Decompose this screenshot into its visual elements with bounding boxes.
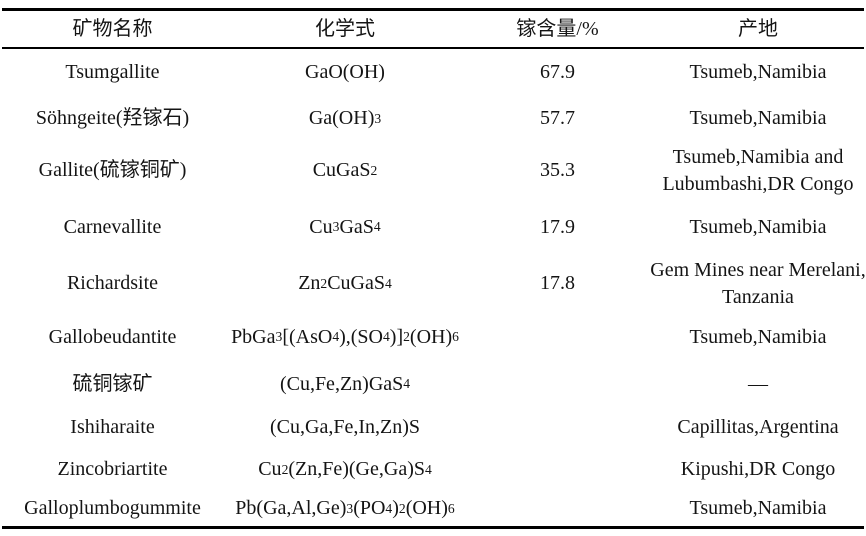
formula-cell: Zn 2 CuGaS 4 <box>298 272 392 294</box>
ga-content-cell <box>465 362 650 406</box>
table-header-row: 矿物名称 化学式 镓含量/% 产地 <box>0 11 866 47</box>
formula-cell: Pb(Ga,Al,Ge) 3 (PO 4) 2 (OH) 6 <box>235 497 455 519</box>
col-header-locality: 产地 <box>738 17 778 40</box>
locality-cell: Tsumeb,Namibia <box>689 60 827 83</box>
table-row: Galloplumbogummite Pb(Ga,Al,Ge) 3 (PO 4) 2 (O… <box>0 491 866 526</box>
ga-content-cell <box>465 406 650 448</box>
formula-cell: Ga(OH) 3 <box>308 107 382 129</box>
ga-content-cell <box>465 448 650 491</box>
mineral-name-cell: Carnevallite <box>63 215 162 238</box>
locality-cell: Tsumeb,Namibia and Lubumbashi,DR Congo <box>662 145 854 195</box>
col-header-mineral-name: 矿物名称 <box>72 17 153 40</box>
header-rule <box>2 47 864 49</box>
ga-content-cell: 57.7 <box>540 107 575 129</box>
table-row: Carnevallite Cu 3 GaS 4 17.9 Tsumeb,Namibia <box>0 199 866 255</box>
formula-cell: CuGaS 2 <box>312 159 378 181</box>
ga-content-cell <box>465 312 650 362</box>
ga-content-cell: 67.9 <box>540 60 575 83</box>
formula-cell: GaO(OH) <box>305 60 385 83</box>
table-row: Richardsite Zn 2 CuGaS 4 17.8 Gem Mines nea… <box>0 255 866 312</box>
ga-content-cell: 17.9 <box>540 215 575 238</box>
table-row: Gallite(硫镓铜矿) CuGaS 2 35.3 Tsumeb,Namibia… <box>0 142 866 199</box>
locality-cell: Capillitas,Argentina <box>677 415 839 438</box>
col-header-formula: 化学式 <box>315 17 375 40</box>
top-rule <box>2 8 864 11</box>
table-row: Zincobriartite Cu 2 (Zn,Fe)(Ge,Ga)S 4 Kipus… <box>0 448 866 491</box>
mineral-name-cell: Gallobeudantite <box>48 325 177 348</box>
table-row: Söhngeite(羟镓石) Ga(OH) 3 57.7 Tsumeb,Namib… <box>0 95 866 142</box>
table-row: 硫铜镓矿 (Cu,Fe,Zn)GaS 4 — <box>0 362 866 406</box>
formula-cell: Cu 3 GaS 4 <box>309 215 381 238</box>
mineral-name-cell: Richardsite <box>66 272 159 294</box>
formula-cell: PbGa 3 [(AsO 4),(SO 4)] 2 (OH) 6 <box>231 325 459 348</box>
locality-cell: Tsumeb,Namibia <box>689 215 827 238</box>
mineral-name-cell: Söhngeite(羟镓石) <box>35 107 190 129</box>
locality-cell: Tsumeb,Namibia <box>689 497 827 519</box>
ga-content-cell: 35.3 <box>540 159 575 181</box>
locality-cell: Tsumeb,Namibia <box>689 325 827 348</box>
table-row: Ishiharaite (Cu,Ga,Fe,In,Zn)S Capillitas… <box>0 406 866 448</box>
mineral-name-cell: Tsumgallite <box>65 60 160 83</box>
mineral-name-cell: Zincobriartite <box>57 458 168 480</box>
mineral-name-cell: Gallite(硫镓铜矿) <box>38 159 187 181</box>
formula-cell: (Cu,Ga,Fe,In,Zn)S <box>270 415 420 438</box>
table-row: Tsumgallite GaO(OH) 67.9 Tsumeb,Namibia <box>0 49 866 95</box>
gallium-minerals-table: 矿物名称 化学式 镓含量/% 产地 Tsumgallite GaO(OH) 67… <box>0 8 866 529</box>
locality-cell: Tsumeb,Namibia <box>689 107 827 129</box>
locality-cell: Gem Mines near Merelani, Tanzania <box>650 258 866 308</box>
ga-content-cell <box>465 491 650 526</box>
mineral-name-cell: Galloplumbogummite <box>24 497 201 519</box>
table-row: Gallobeudantite PbGa 3 [(AsO 4),(SO 4)] 2 (OH)… <box>0 312 866 362</box>
mineral-name-cell: Ishiharaite <box>70 415 155 438</box>
ga-content-cell: 17.8 <box>540 272 575 294</box>
formula-cell: Cu 2 (Zn,Fe)(Ge,Ga)S 4 <box>258 458 432 480</box>
col-header-ga-content: 镓含量/% <box>516 17 599 40</box>
locality-cell: — <box>748 372 768 395</box>
locality-cell: Kipushi,DR Congo <box>680 458 836 480</box>
bottom-rule <box>2 526 864 529</box>
formula-cell: (Cu,Fe,Zn)GaS 4 <box>279 372 411 395</box>
mineral-name-cell: 硫铜镓矿 <box>72 372 153 395</box>
